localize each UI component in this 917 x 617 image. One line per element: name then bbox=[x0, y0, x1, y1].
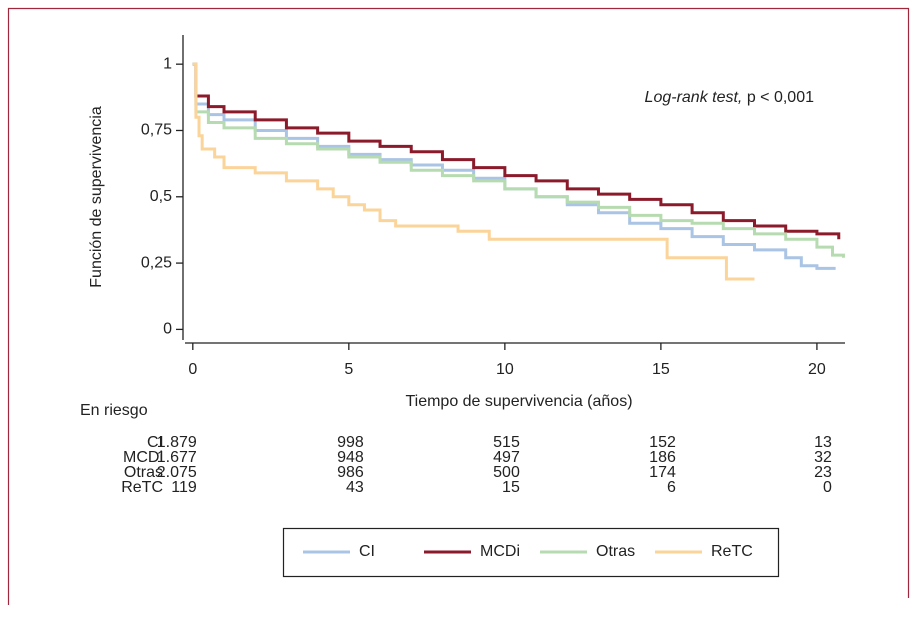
y-tick-label: 0,25 bbox=[141, 254, 172, 271]
y-tick-label: 0 bbox=[163, 321, 172, 338]
y-tick-label: 0,5 bbox=[150, 188, 172, 205]
frame bbox=[7, 7, 910, 605]
survival-curve bbox=[192, 62, 755, 281]
y-axis-label: Función de supervivencia bbox=[88, 106, 105, 288]
annotation-text: p < 0,001 bbox=[747, 89, 814, 106]
y-tick-label: 0,75 bbox=[141, 122, 172, 139]
at-risk-value: 23 bbox=[814, 464, 832, 481]
at-risk-value: 500 bbox=[493, 464, 520, 481]
x-tick-label: 20 bbox=[808, 361, 826, 378]
at-risk-value: 43 bbox=[346, 479, 364, 496]
annotation: Log-rank test, p < 0,001 bbox=[645, 89, 815, 106]
at-risk-value: 119 bbox=[171, 479, 197, 496]
at-risk-value: 1.677 bbox=[157, 449, 197, 466]
survival-curve bbox=[192, 62, 841, 240]
legend-label: Otras bbox=[596, 543, 635, 560]
at-risk-value: 515 bbox=[493, 434, 520, 451]
at-risk-value: 6 bbox=[667, 479, 676, 496]
at-risk-value: 2.075 bbox=[157, 464, 197, 481]
at-risk-value: 948 bbox=[337, 449, 364, 466]
at-risk-row-name: CI bbox=[147, 434, 163, 451]
annotation-italic: Log-rank test, bbox=[645, 89, 743, 106]
x-tick-label: 5 bbox=[344, 361, 353, 378]
at-risk-value: 998 bbox=[337, 434, 364, 451]
legend-label: MCDi bbox=[480, 543, 520, 560]
y-tick-label: 1 bbox=[163, 55, 172, 72]
legend-label: ReTC bbox=[711, 543, 753, 560]
at-risk-row-name: MCDi bbox=[123, 449, 163, 466]
at-risk-row-name: Otras bbox=[124, 464, 163, 481]
at-risk-value: 32 bbox=[814, 449, 832, 466]
legend-box bbox=[282, 527, 780, 578]
legend-label: CI bbox=[359, 543, 375, 560]
x-tick-label: 15 bbox=[652, 361, 670, 378]
at-risk-row-name: ReTC bbox=[121, 479, 163, 496]
at-risk-value: 174 bbox=[649, 464, 676, 481]
survival-curve bbox=[192, 62, 845, 258]
x-tick-label: 10 bbox=[496, 361, 514, 378]
x-tick-label: 0 bbox=[188, 361, 197, 378]
at-risk-title: En riesgo bbox=[80, 402, 148, 419]
at-risk-value: 13 bbox=[814, 434, 832, 451]
at-risk-value: 186 bbox=[649, 449, 676, 466]
at-risk-value: 1.879 bbox=[157, 434, 197, 451]
at-risk-value: 497 bbox=[493, 449, 520, 466]
at-risk-value: 986 bbox=[337, 464, 364, 481]
at-risk-value: 15 bbox=[502, 479, 520, 496]
at-risk-value: 0 bbox=[823, 479, 832, 496]
at-risk-value: 152 bbox=[649, 434, 676, 451]
x-axis-label: Tiempo de supervivencia (años) bbox=[405, 393, 632, 410]
